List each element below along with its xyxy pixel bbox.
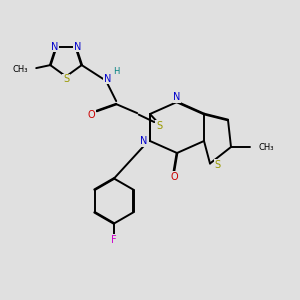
Text: H: H [114,67,120,76]
Text: N: N [140,136,148,146]
Text: N: N [103,74,111,84]
Text: N: N [51,42,59,52]
Text: S: S [156,121,162,131]
Text: CH₃: CH₃ [259,142,274,152]
Text: CH₃: CH₃ [12,65,28,74]
Text: F: F [111,235,117,245]
Text: N: N [74,42,81,52]
Text: O: O [88,110,95,120]
Text: O: O [170,172,178,182]
Text: S: S [63,74,69,85]
Text: S: S [214,160,220,170]
Text: N: N [173,92,181,103]
